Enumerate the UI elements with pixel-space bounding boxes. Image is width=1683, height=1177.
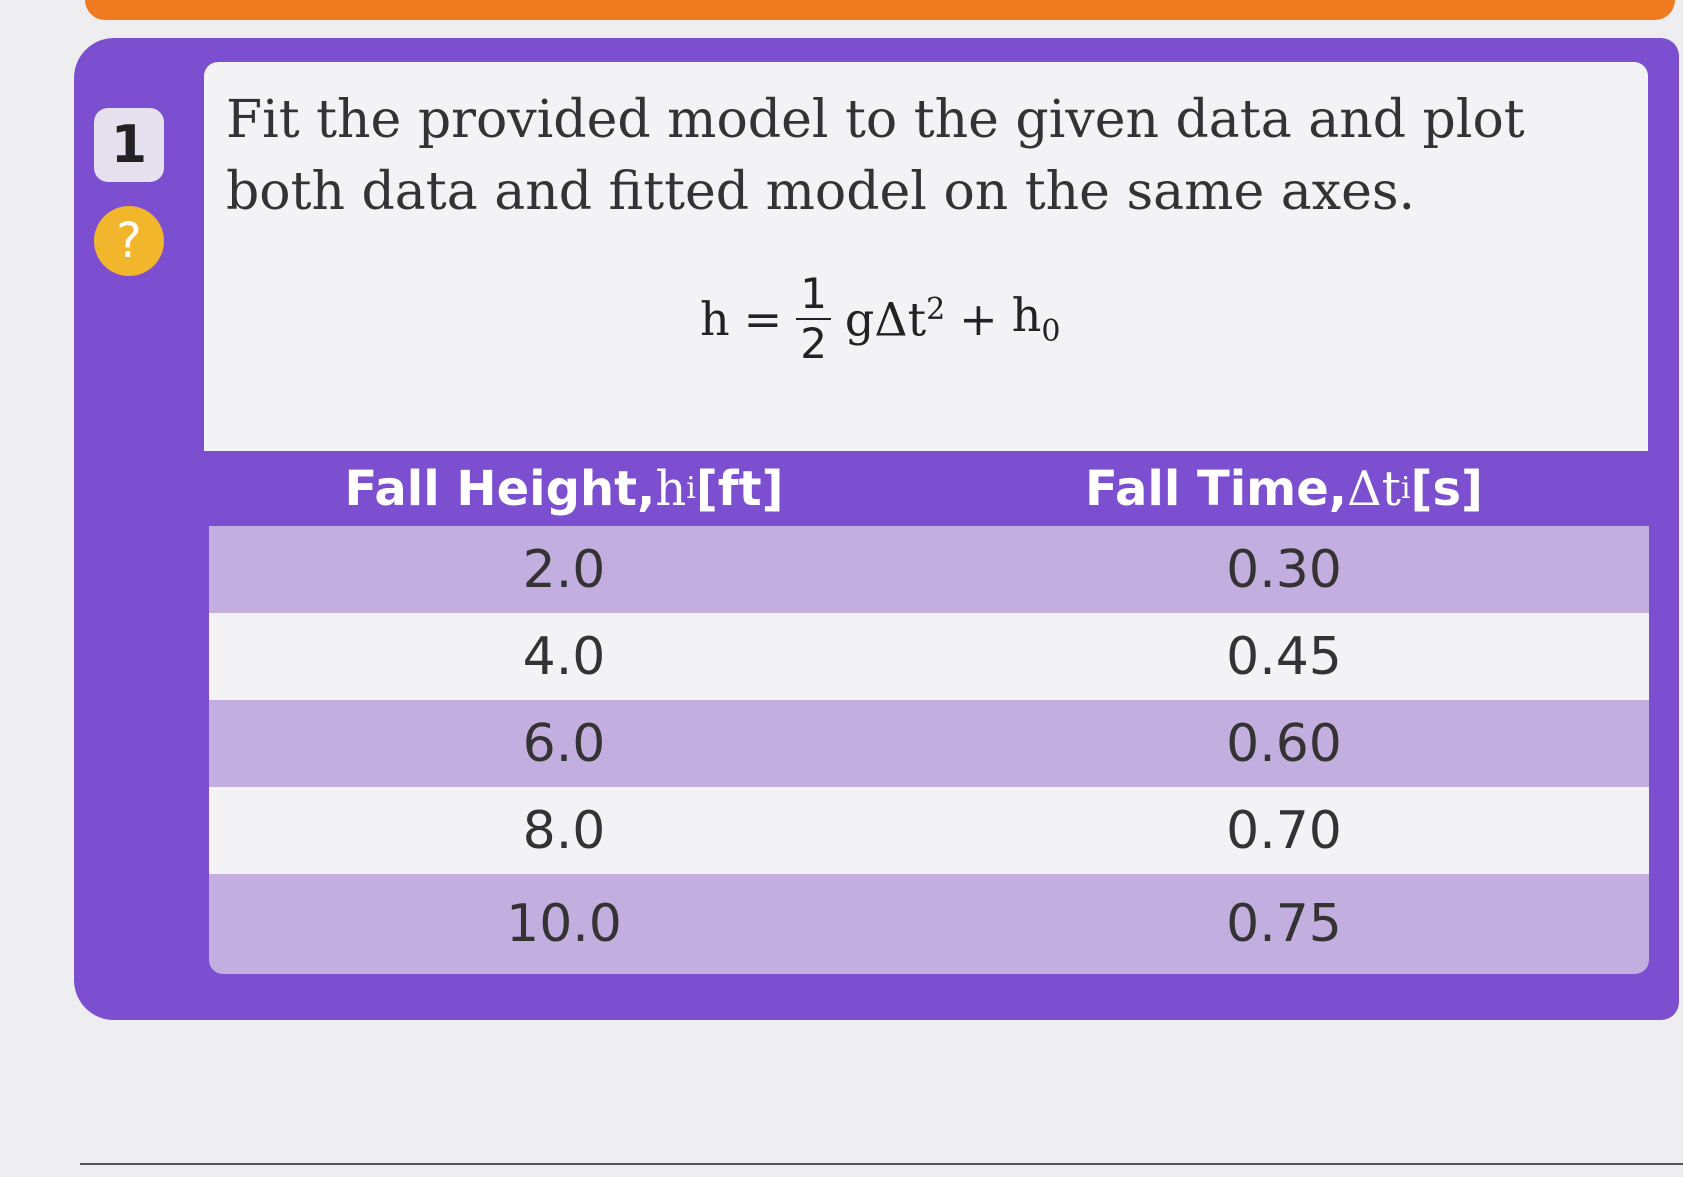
prompt-text: Fit the provided model to the given data… (226, 90, 1525, 222)
prompt-box (204, 62, 1648, 451)
table-cell: 6.0 (522, 713, 606, 774)
numerator: 1 (796, 270, 831, 320)
h0-base: h (1011, 288, 1042, 343)
header-var: Δt (1346, 460, 1401, 517)
help-button[interactable]: ? (94, 206, 164, 276)
table-row: 4.0 0.45 (209, 613, 1649, 700)
header-cell: Fall Time, Δt i [s] (919, 451, 1649, 526)
equation: h = 1 2 gΔt2 + h0 (700, 270, 1060, 368)
table-cell: 10.0 (506, 894, 622, 954)
header-text: Fall Height, (344, 460, 656, 517)
table-row: 8.0 0.70 (209, 787, 1649, 874)
header-unit: [s] (1410, 460, 1483, 517)
table-cell: 0.45 (1226, 626, 1342, 687)
table-row: 2.0 0.30 (209, 526, 1649, 613)
header-sub: i (686, 471, 696, 506)
header-sub: i (1400, 471, 1411, 506)
denominator: 2 (800, 319, 827, 368)
eq-term: gΔt2 (845, 292, 945, 346)
table-cell: 0.30 (1226, 539, 1342, 600)
table-row: 10.0 0.75 (209, 874, 1649, 974)
header-unit: [ft] (695, 460, 784, 517)
exponent: 2 (926, 291, 946, 327)
eq-h0: h0 (1012, 288, 1061, 349)
table-cell: 0.70 (1226, 800, 1342, 861)
header-var: h (655, 460, 687, 517)
h0-sub: 0 (1041, 314, 1061, 350)
eq-equals: = (743, 292, 783, 346)
table-cell: 0.75 (1226, 894, 1342, 954)
top-bar (85, 0, 1675, 20)
table-body: 2.0 0.30 4.0 0.45 6.0 0.60 8.0 0.70 10.0 0.75 (209, 526, 1649, 974)
divider (80, 1163, 1683, 1165)
table-cell: 8.0 (522, 800, 606, 861)
eq-lhs: h (700, 292, 730, 346)
question-number: 1 (94, 108, 164, 182)
term: gΔt (844, 292, 927, 347)
table-cell: 4.0 (522, 626, 606, 687)
table-cell: 2.0 (522, 539, 606, 600)
eq-plus: + (959, 292, 998, 346)
table-row: 6.0 0.60 (209, 700, 1649, 787)
table-cell: 0.60 (1226, 713, 1342, 774)
header-text: Fall Time, (1085, 460, 1347, 517)
fraction: 1 2 (796, 270, 831, 368)
